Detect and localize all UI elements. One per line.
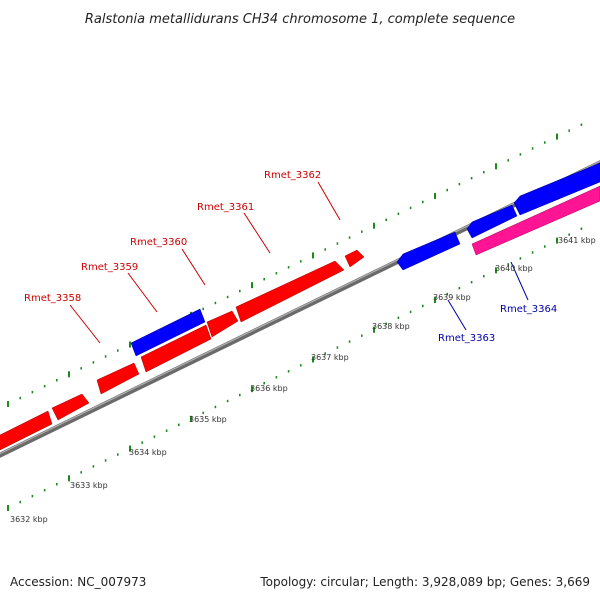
gene-label-rmet-3362[interactable]: Rmet_3362 (264, 170, 321, 181)
label-leaders (69, 181, 529, 344)
sequence-summary: Topology: circular; Length: 3,928,089 bp… (259, 575, 590, 589)
backbone-highlight (0, 160, 600, 455)
gene-label-rmet-3358[interactable]: Rmet_3358 (24, 293, 81, 304)
leader-line (317, 181, 341, 221)
scale-labels: 3632 kbp 3633 kbp 3634 kbp 3635 kbp 3636… (10, 236, 596, 524)
tick-tracks (7, 123, 583, 511)
forward-genes (0, 249, 365, 455)
scale-label: 3641 kbp (558, 236, 596, 245)
scale-label: 3637 kbp (311, 353, 349, 362)
gene-arrow[interactable] (96, 362, 140, 395)
gene-arrow[interactable] (344, 249, 365, 268)
gene-arrow[interactable] (466, 204, 518, 239)
scale-label: 3635 kbp (189, 415, 227, 424)
gene-arrow[interactable] (140, 324, 212, 373)
leader-line (243, 212, 271, 254)
leader-line (127, 272, 158, 313)
scale-label: 3640 kbp (495, 264, 533, 273)
scale-label: 3632 kbp (10, 515, 48, 524)
leader-line (510, 261, 529, 301)
leader-line (69, 304, 101, 344)
accession-text: Accession: NC_007973 (10, 575, 146, 589)
gene-label-rmet-3359[interactable]: Rmet_3359 (81, 262, 138, 273)
gene-arrow[interactable] (396, 231, 461, 271)
gene-labels: Rmet_3358 Rmet_3359 Rmet_3360 Rmet_3361 … (24, 170, 557, 344)
gene-label-rmet-3360[interactable]: Rmet_3360 (130, 237, 187, 248)
gene-arrow[interactable] (0, 410, 53, 455)
gene-arrow[interactable] (513, 162, 600, 216)
scale-label: 3638 kbp (372, 322, 410, 331)
gene-label-rmet-3364[interactable]: Rmet_3364 (500, 304, 557, 315)
gene-arrow-pink[interactable] (471, 185, 600, 256)
scale-label: 3634 kbp (129, 448, 167, 457)
leader-line (181, 248, 206, 286)
gene-arrow[interactable] (130, 308, 206, 357)
gene-label-rmet-3363[interactable]: Rmet_3363 (438, 333, 495, 344)
scale-label: 3636 kbp (250, 384, 288, 393)
leader-line (447, 299, 467, 331)
gene-arrow[interactable] (206, 310, 239, 338)
scale-label: 3639 kbp (433, 293, 471, 302)
gene-arrow[interactable] (235, 260, 345, 323)
map-title: Ralstonia metallidurans CH34 chromosome … (85, 12, 515, 27)
scale-label: 3633 kbp (70, 481, 108, 490)
gene-label-rmet-3361[interactable]: Rmet_3361 (197, 202, 254, 213)
gene-arrow[interactable] (51, 393, 90, 421)
reverse-genes (130, 162, 600, 357)
